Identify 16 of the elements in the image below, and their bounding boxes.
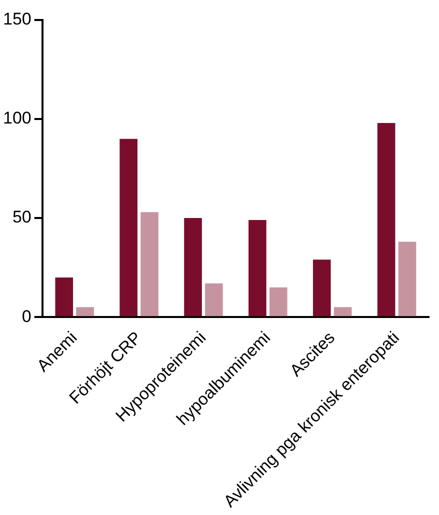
bar [269, 287, 288, 316]
y-tick-label: 150 [2, 10, 32, 29]
bar [184, 218, 202, 316]
bar [76, 307, 94, 316]
bar [312, 260, 331, 316]
bar [398, 242, 416, 316]
y-tick-label: 0 [22, 306, 32, 326]
y-tick-label: 100 [2, 108, 32, 128]
bar [334, 307, 352, 316]
bar [377, 122, 396, 316]
bar [205, 283, 223, 316]
y-tick-label: 50 [12, 208, 32, 227]
bar [140, 212, 158, 316]
bar [248, 220, 266, 316]
bar [55, 277, 74, 316]
bar [120, 138, 138, 316]
